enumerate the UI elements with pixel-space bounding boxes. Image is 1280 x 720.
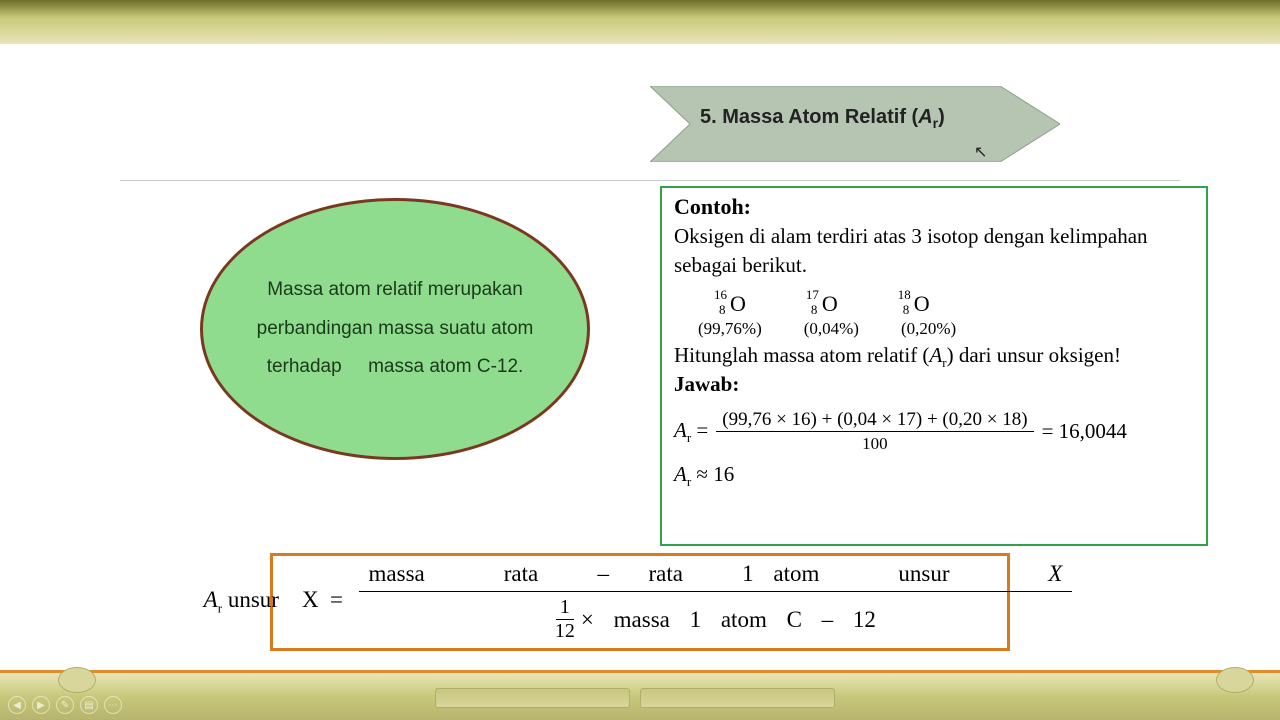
approx-row: Ar ≈ 16 [674,460,1194,491]
isotope-2: 178O [806,291,838,317]
formula-numerator: massa rata – rata 1 atom unsur X [359,561,1073,592]
pct-2: (0,04%) [804,319,859,339]
prev-slide-icon[interactable]: ◀ [8,696,26,714]
pct-3: (0,20%) [901,319,956,339]
answer-label: Jawab: [674,372,1194,397]
isotope-percent-row: (99,76%) (0,04%) (0,20%) [698,319,1194,339]
more-options-icon[interactable]: ⋯ [104,696,122,714]
bottom-bar-1 [435,688,630,708]
divider-line [120,180,1180,181]
slide-nav-controls[interactable]: ◀ ▶ ✎ ▤ ⋯ [8,696,122,714]
bottom-dot-right [1216,667,1254,693]
title-suffix: ) [938,106,945,128]
isotope-1: 168O [714,291,746,317]
example-intro: Oksigen di alam terdiri atas 3 isotop de… [674,222,1194,281]
example-header: Contoh: [674,194,1194,220]
bottom-bar-2 [640,688,835,708]
pen-tool-icon[interactable]: ✎ [56,696,74,714]
next-slide-icon[interactable]: ▶ [32,696,50,714]
title-symbol: A [918,106,932,128]
section-title-text: 5. Massa Atom Relatif (Ar) [700,106,945,131]
cursor-icon: ↖ [974,142,987,162]
example-box: Contoh: Oksigen di alam terdiri atas 3 i… [660,186,1208,546]
formula-fraction: massa rata – rata 1 atom unsur X 112 × m… [359,561,1073,643]
view-mode-icon[interactable]: ▤ [80,696,98,714]
isotope-row: 168O 178O 188O [714,291,1194,317]
formula-lhs: Ar unsur X = [204,587,355,617]
isotope-3: 188O [898,291,930,317]
formula-denominator: 112 × massa 1 atom C – 12 [555,592,876,643]
formula-box: Ar unsur X = massa rata – rata 1 atom un… [270,553,1010,651]
bottom-dot-left [58,667,96,693]
title-prefix: 5. Massa Atom Relatif ( [700,106,918,128]
pct-1: (99,76%) [698,319,762,339]
definition-ellipse: Massa atom relatif merupakan perbandinga… [200,198,590,460]
example-question: Hitunglah massa atom relatif (Ar) dari u… [674,341,1194,372]
calculation-row: Ar = (99,76 × 16) + (0,04 × 17) + (0,20 … [674,409,1194,454]
bottom-decorative-band [0,670,1280,720]
calculation-result: = 16,0044 [1042,419,1127,444]
calculation-fraction: (99,76 × 16) + (0,04 × 17) + (0,20 × 18)… [716,409,1033,454]
definition-text: Massa atom relatif merupakan perbandinga… [243,271,547,388]
top-decorative-band [0,0,1280,44]
